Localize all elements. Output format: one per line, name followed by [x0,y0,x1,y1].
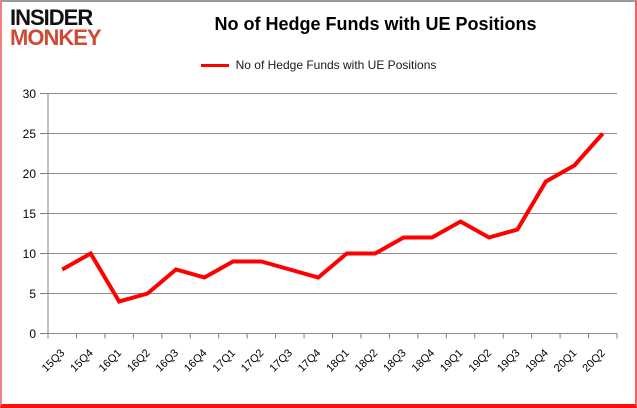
x-axis-label: 19Q2 [467,347,495,375]
y-axis-label: 5 [29,287,36,301]
x-axis-label: 16Q3 [154,347,182,375]
line-chart-canvas: 0 5 10 15 20 25 30 15Q3 15Q4 16Q1 16Q2 16Q3 16Q4 17Q1… [23,87,618,375]
x-axis-label: 17Q2 [239,347,267,375]
y-axis-label: 20 [23,167,37,181]
legend-series-label: No of Hedge Funds with UE Positions [235,58,437,72]
x-axis-label: 19Q1 [438,347,466,375]
x-axis-label: 16Q2 [125,347,153,375]
chart-title: No of Hedge Funds with UE Positions [214,14,537,34]
series-line [61,132,605,304]
x-axis-label: 17Q1 [211,347,239,375]
y-axis-label: 30 [23,87,37,101]
y-axis-label: 10 [23,247,37,261]
y-axis-label: 15 [23,207,37,221]
x-axis-label: 18Q1 [324,347,352,375]
x-axis-label: 18Q4 [410,347,438,375]
legend: No of Hedge Funds with UE Positions [2,58,635,72]
x-axis-label: 18Q2 [353,347,381,375]
x-axis-label: 20Q2 [580,347,608,375]
x-axis-label: 20Q1 [552,347,580,375]
x-axis-label: 16Q4 [182,347,210,375]
x-axis-label: 17Q4 [296,347,324,375]
x-axis-label: 17Q3 [267,347,295,375]
y-axis-label: 25 [23,127,37,141]
x-axis-label: 19Q3 [495,347,523,375]
x-axis-label: 15Q4 [68,347,96,375]
x-axis-label: 19Q4 [523,347,551,375]
logo-insider-text: INSIDER [10,5,93,30]
x-axis-label: 18Q3 [381,347,409,375]
x-axis-label: 15Q3 [40,347,68,375]
x-axis-label: 16Q1 [97,347,125,375]
logo-monkey-text: MONKEY [10,25,102,50]
y-axis-label: 0 [29,327,36,341]
insider-monkey-logo: INSIDER MONKEY [10,5,102,50]
legend-line-icon [200,63,229,67]
